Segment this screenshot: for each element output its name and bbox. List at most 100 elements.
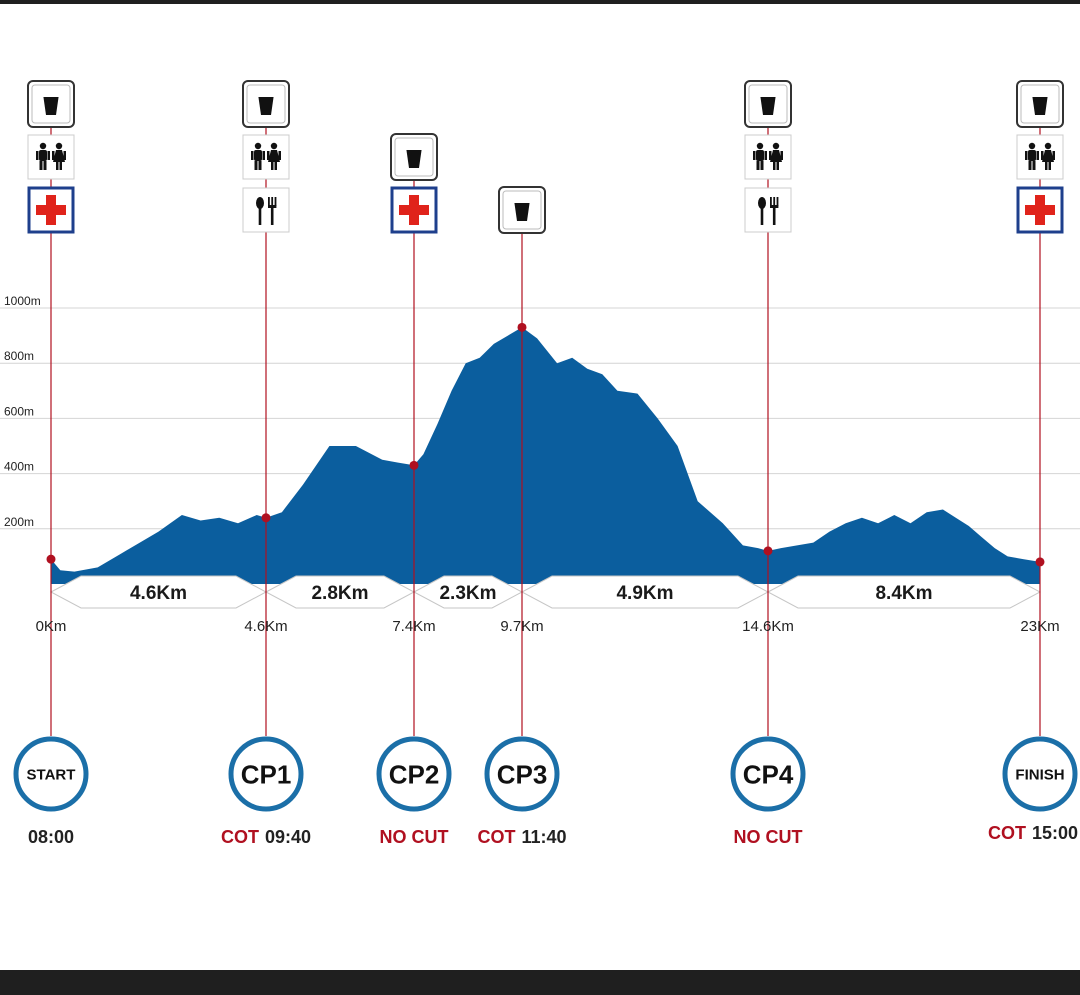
person-head <box>55 142 63 150</box>
cut-off-text: COT 15:00 <box>988 823 1078 843</box>
person-head <box>270 142 278 150</box>
checkpoint-name: CP2 <box>389 759 440 789</box>
person-leg <box>760 161 764 170</box>
cup-shape <box>1032 94 1048 115</box>
elevation-marker <box>409 460 419 470</box>
elevation-marker <box>1035 557 1045 567</box>
person-arm <box>52 151 55 160</box>
icon-inner-frame <box>502 190 542 230</box>
cut-off-time: 11:40 <box>521 827 566 847</box>
person-leg <box>254 161 258 170</box>
bottom-bar <box>0 970 1080 995</box>
cross-horizontal <box>1025 205 1055 215</box>
drink-icon <box>744 80 792 128</box>
food-icon <box>242 187 290 233</box>
person-head <box>39 142 47 150</box>
person-body <box>756 150 764 161</box>
fork-neck <box>770 205 779 208</box>
person-leg <box>258 161 262 170</box>
person-body <box>1028 150 1036 161</box>
person-head <box>1028 142 1036 150</box>
person-arm <box>769 151 772 160</box>
person-arm <box>47 151 50 160</box>
cup-shape <box>406 147 422 168</box>
segment-distance-label: 8.4Km <box>875 583 932 604</box>
person-arm <box>1025 151 1028 160</box>
icon-inner-frame <box>246 84 286 124</box>
cut-off-text: 08:00 <box>28 827 74 847</box>
person-leg <box>43 161 47 170</box>
person-arm <box>780 151 783 160</box>
person-head <box>1044 142 1052 150</box>
icon-inner-frame <box>748 84 788 124</box>
person-leg <box>776 162 779 170</box>
icon-frame <box>744 134 792 180</box>
person-arm <box>251 151 254 160</box>
person-arm <box>1052 151 1055 160</box>
cup-shape <box>514 200 530 221</box>
segment-distance-label: 4.9Km <box>616 583 673 604</box>
checkpoint-circle <box>376 736 452 812</box>
km-label: 0Km <box>36 618 67 635</box>
drink-icon <box>242 80 290 128</box>
elevation-marker <box>763 546 773 556</box>
elevation-marker <box>261 513 271 523</box>
person-body <box>254 150 262 161</box>
segment-distance-label: 2.3Km <box>439 583 496 604</box>
first-aid-icon <box>27 186 75 234</box>
cut-off-text: NO CUT <box>734 827 803 847</box>
elevation-marker <box>517 322 527 332</box>
checkpoint-circle <box>730 736 806 812</box>
icon-frame <box>242 134 290 180</box>
person-leg <box>59 162 62 170</box>
cup-shape <box>760 94 776 115</box>
cut-off-prefix: NO CUT <box>380 827 449 847</box>
checkpoint-name: START <box>27 766 76 783</box>
drink-icon <box>390 133 438 181</box>
first-aid-icon <box>390 186 438 234</box>
cup-rim <box>43 94 59 97</box>
cross-horizontal <box>399 205 429 215</box>
segment-layer: 4.6Km 2.8Km 2.3Km 4.9Km 8.4Km <box>49 575 1042 609</box>
person-arm <box>36 151 39 160</box>
fork-neck <box>268 205 277 208</box>
person-arm <box>764 151 767 160</box>
icon-frame <box>242 187 290 233</box>
person-leg <box>274 162 277 170</box>
cup-shape <box>43 94 59 115</box>
icon-inner-frame <box>1020 84 1060 124</box>
km-label: 23Km <box>1020 618 1059 635</box>
fork-tine <box>773 197 776 206</box>
person-dress <box>1042 150 1054 162</box>
person-leg <box>271 162 274 170</box>
spoon-handle <box>760 208 764 225</box>
checkpoint-circle <box>13 736 89 812</box>
fork-tine <box>274 197 277 206</box>
y-tick-label: 800m <box>4 349 34 363</box>
toilet-icon <box>242 134 290 180</box>
cut-off-prefix: COT <box>221 827 259 847</box>
person-arm <box>1036 151 1039 160</box>
fork-tine <box>271 197 274 206</box>
person-leg <box>1032 161 1036 170</box>
toilet-icon <box>27 134 75 180</box>
person-leg <box>39 161 43 170</box>
drink-icon <box>27 80 75 128</box>
y-tick-label: 200m <box>4 515 34 529</box>
cup-shape <box>258 94 274 115</box>
icon-frame <box>1016 134 1064 180</box>
area-layer <box>51 327 1040 584</box>
food-icon <box>744 187 792 233</box>
person-arm <box>1041 151 1044 160</box>
icon-frame <box>744 187 792 233</box>
cut-off-text: NO CUT <box>380 827 449 847</box>
cut-off-time: 15:00 <box>1032 823 1078 843</box>
icon-frame <box>27 134 75 180</box>
drink-icon <box>498 186 546 234</box>
checkpoint-circle <box>1002 736 1078 812</box>
cut-off-text: COT 11:40 <box>477 827 566 847</box>
cross-horizontal <box>36 205 66 215</box>
cut-off-text: COT 09:40 <box>221 827 311 847</box>
person-head <box>254 142 262 150</box>
